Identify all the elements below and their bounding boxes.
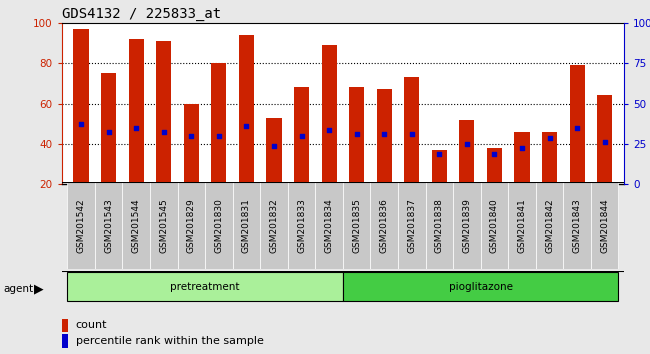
Bar xyxy=(266,118,281,184)
Point xyxy=(462,141,472,147)
Bar xyxy=(322,45,337,184)
Bar xyxy=(233,182,260,269)
Text: GSM201837: GSM201837 xyxy=(408,198,416,253)
Bar xyxy=(177,182,205,269)
Point xyxy=(324,127,334,132)
Bar xyxy=(315,182,343,269)
Text: GDS4132 / 225833_at: GDS4132 / 225833_at xyxy=(62,7,221,21)
Bar xyxy=(569,65,585,184)
Bar xyxy=(129,39,144,184)
Point xyxy=(268,143,279,149)
Bar xyxy=(481,182,508,269)
Text: GSM201836: GSM201836 xyxy=(380,198,389,253)
Bar xyxy=(62,319,68,332)
Point xyxy=(103,129,114,135)
Text: GSM201834: GSM201834 xyxy=(324,198,333,253)
Text: GSM201838: GSM201838 xyxy=(435,198,444,253)
Bar xyxy=(536,182,564,269)
Text: pioglitazone: pioglitazone xyxy=(448,282,513,292)
Bar xyxy=(288,182,315,269)
Bar xyxy=(349,87,364,184)
Text: GSM201544: GSM201544 xyxy=(132,198,140,253)
Bar xyxy=(514,132,530,184)
Bar xyxy=(73,29,88,184)
Bar xyxy=(597,96,612,184)
Bar xyxy=(542,132,557,184)
Bar xyxy=(211,63,226,184)
Point xyxy=(296,133,307,139)
Text: GSM201829: GSM201829 xyxy=(187,198,196,253)
Point xyxy=(186,133,196,139)
Bar xyxy=(95,182,122,269)
Bar xyxy=(156,41,172,184)
Point xyxy=(545,135,555,141)
Bar xyxy=(260,182,288,269)
Point xyxy=(434,151,445,157)
Text: GSM201831: GSM201831 xyxy=(242,198,251,253)
Bar xyxy=(205,182,233,269)
Bar xyxy=(101,73,116,184)
Point xyxy=(489,151,500,157)
Text: agent: agent xyxy=(3,284,33,293)
Text: ▶: ▶ xyxy=(34,282,44,295)
Text: GSM201844: GSM201844 xyxy=(600,198,609,253)
Text: GSM201542: GSM201542 xyxy=(77,198,86,253)
Point xyxy=(214,133,224,139)
Text: GSM201843: GSM201843 xyxy=(573,198,582,253)
Point xyxy=(131,125,141,131)
Bar xyxy=(453,182,481,269)
Bar xyxy=(404,78,419,184)
Bar xyxy=(432,150,447,184)
Text: GSM201839: GSM201839 xyxy=(462,198,471,253)
Point xyxy=(76,121,86,126)
Bar xyxy=(376,90,392,184)
Bar xyxy=(122,182,150,269)
Text: GSM201545: GSM201545 xyxy=(159,198,168,253)
Text: GSM201841: GSM201841 xyxy=(517,198,526,253)
Bar xyxy=(460,120,474,184)
Point xyxy=(379,131,389,137)
Point xyxy=(241,123,252,129)
Point xyxy=(517,145,527,151)
Text: GSM201840: GSM201840 xyxy=(490,198,499,253)
Bar xyxy=(239,35,254,184)
Text: GSM201842: GSM201842 xyxy=(545,198,554,253)
Bar xyxy=(67,273,343,301)
Bar xyxy=(564,182,591,269)
Text: GSM201835: GSM201835 xyxy=(352,198,361,253)
Point xyxy=(599,139,610,145)
Bar xyxy=(426,182,453,269)
Bar xyxy=(343,182,370,269)
Bar xyxy=(150,182,177,269)
Bar xyxy=(398,182,426,269)
Text: GSM201830: GSM201830 xyxy=(214,198,224,253)
Bar xyxy=(184,104,199,184)
Bar xyxy=(370,182,398,269)
Point xyxy=(572,125,582,131)
Text: pretreatment: pretreatment xyxy=(170,282,240,292)
Bar xyxy=(294,87,309,184)
Text: GSM201543: GSM201543 xyxy=(104,198,113,253)
Bar xyxy=(62,334,68,348)
Text: GSM201833: GSM201833 xyxy=(297,198,306,253)
Point xyxy=(407,131,417,137)
Bar xyxy=(67,182,95,269)
Point xyxy=(159,129,169,135)
Text: count: count xyxy=(76,320,107,330)
Bar xyxy=(591,182,619,269)
Text: GSM201832: GSM201832 xyxy=(270,198,278,253)
Text: percentile rank within the sample: percentile rank within the sample xyxy=(76,336,264,346)
Bar xyxy=(487,148,502,184)
Bar xyxy=(343,273,619,301)
Bar xyxy=(508,182,536,269)
Point xyxy=(352,131,362,137)
